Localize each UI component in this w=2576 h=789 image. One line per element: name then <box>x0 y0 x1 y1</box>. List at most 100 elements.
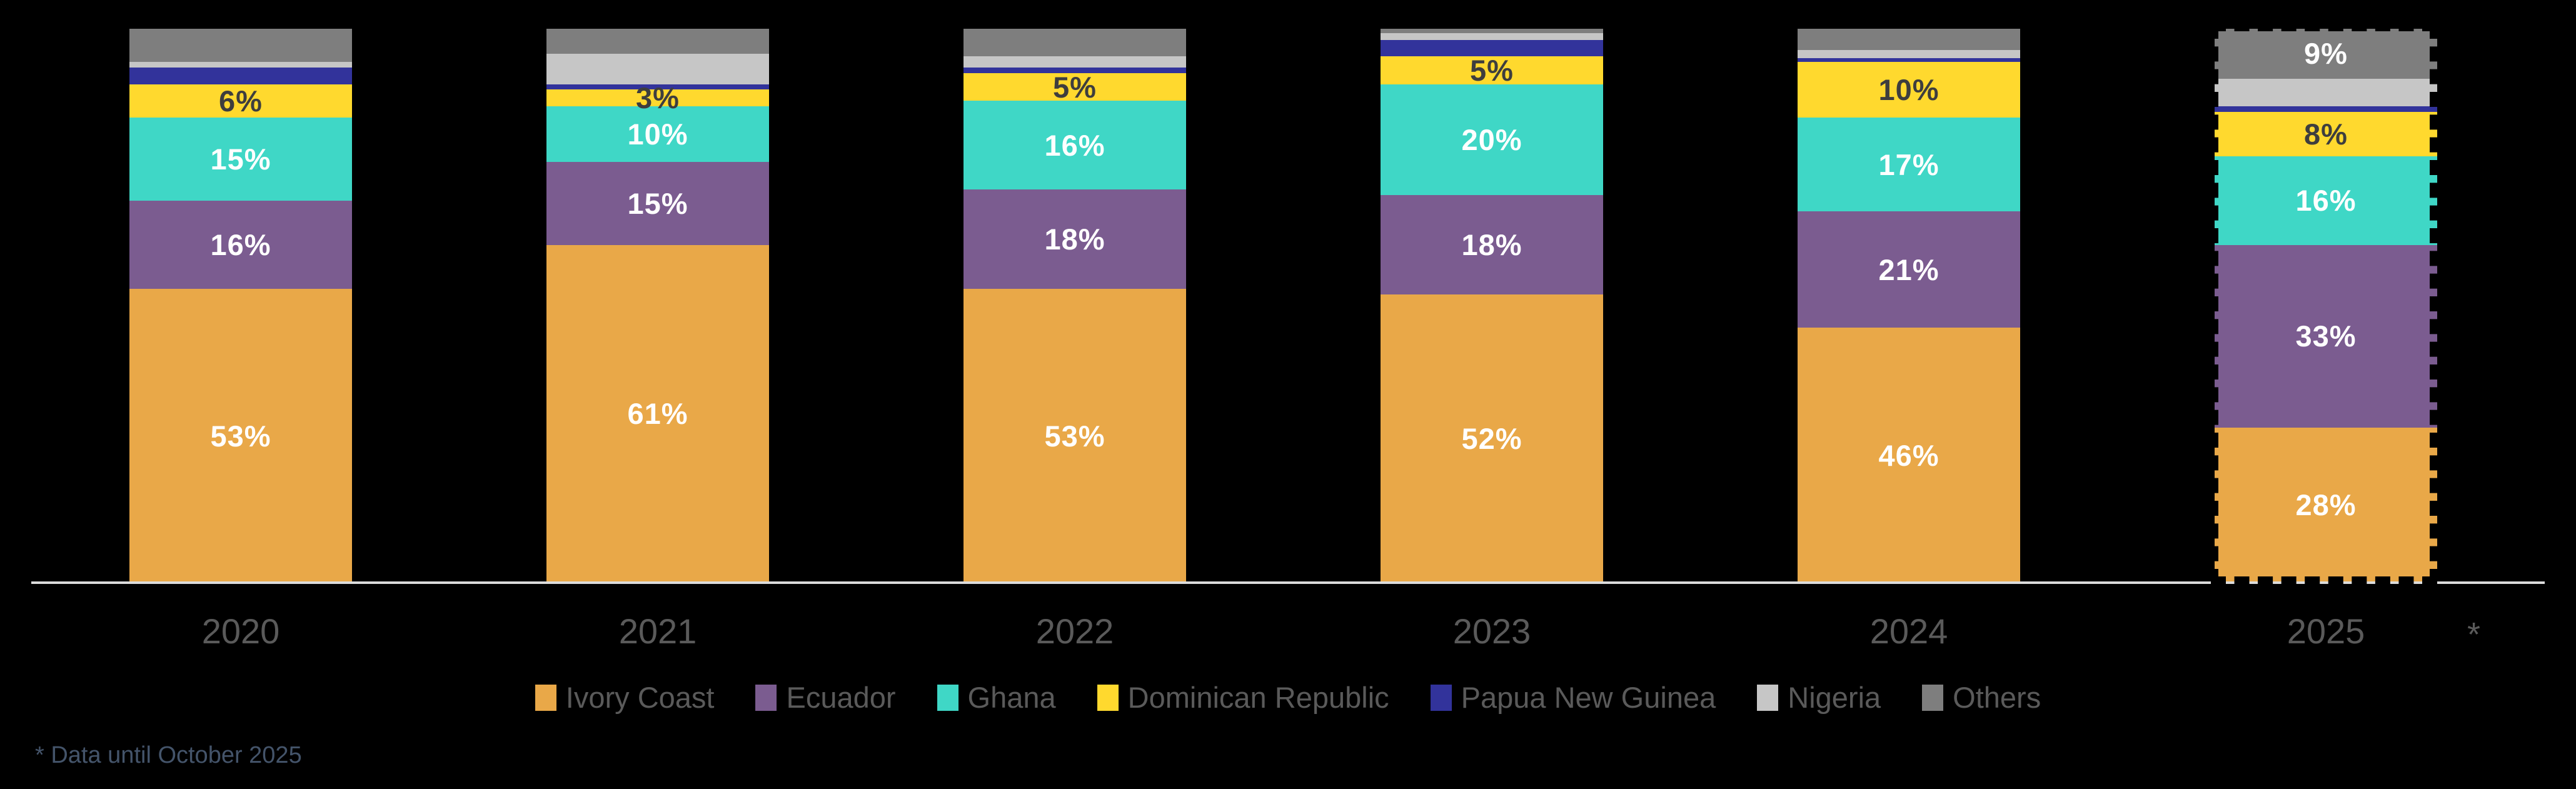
segment-papua-new-guinea <box>963 68 1186 73</box>
legend-swatch-ghana <box>937 684 958 711</box>
segment-nigeria <box>129 62 352 68</box>
highlight-box-2025 <box>2211 24 2437 584</box>
segment-value-label: 61% <box>627 397 688 431</box>
segment-ivory-coast: 53% <box>963 289 1186 583</box>
segment-value-label: 8% <box>2304 117 2348 151</box>
legend-item-dominican-republic: Dominican Republic <box>1097 683 1389 712</box>
segment-ivory-coast: 52% <box>1381 294 1603 583</box>
segment-ecuador: 18% <box>1381 194 1603 295</box>
segment-ghana: 16% <box>2215 156 2437 245</box>
legend-swatch-ecuador <box>755 684 777 711</box>
legend-label-nigeria: Nigeria <box>1788 681 1881 714</box>
segment-ghana: 10% <box>546 106 769 162</box>
x-axis-label-2023: 2023 <box>1452 611 1531 651</box>
legend-item-others: Others <box>1922 683 2041 712</box>
segment-nigeria <box>2215 78 2437 107</box>
segment-ecuador: 16% <box>129 200 352 289</box>
segment-value-label: 17% <box>1878 148 1940 181</box>
segment-papua-new-guinea <box>2215 106 2437 112</box>
legend-label-others: Others <box>1953 681 2041 714</box>
segment-ecuador: 15% <box>546 161 769 245</box>
segment-others: 9% <box>2215 29 2437 79</box>
segment-value-label: 18% <box>1461 228 1522 262</box>
segment-value-label: 18% <box>1044 223 1105 256</box>
segment-value-label: 53% <box>1044 419 1105 453</box>
legend-label-dominican-republic: Dominican Republic <box>1127 681 1389 714</box>
legend-item-ivory-coast: Ivory Coast <box>535 681 715 714</box>
segment-value-label: 33% <box>2295 319 2357 353</box>
segment-value-label: 6% <box>219 84 263 118</box>
segment-papua-new-guinea <box>1381 39 1603 57</box>
legend-label-ecuador: Ecuador <box>786 681 896 714</box>
segment-dominican-republic: 6% <box>129 84 352 118</box>
segment-value-label: 52% <box>1461 422 1522 456</box>
x-axis-line <box>31 581 2545 584</box>
bar-2025: 28% 33% 16% 8% 9% <box>2215 29 2437 583</box>
bar-2020: 53% 16% 15% 6% <box>129 29 352 583</box>
segment-dominican-republic: 5% <box>1381 53 1603 87</box>
segment-ecuador: 33% <box>2215 244 2437 428</box>
segment-value-label: 5% <box>1053 70 1097 104</box>
segment-others <box>1798 29 2020 50</box>
segment-value-label: 21% <box>1878 253 1940 286</box>
legend-swatch-dominican-republic <box>1097 684 1119 711</box>
segment-value-label: 53% <box>210 419 271 453</box>
segment-nigeria <box>546 53 769 84</box>
x-axis-label-2021: 2021 <box>618 611 697 651</box>
segment-value-label: 3% <box>636 81 680 115</box>
segment-nigeria <box>1381 33 1603 40</box>
segment-ghana: 17% <box>1798 117 2020 212</box>
segment-nigeria <box>1798 49 2020 59</box>
segment-value-label: 20% <box>1461 123 1522 156</box>
bar-2022: 53% 18% 16% 5% <box>963 29 1186 583</box>
segment-dominican-republic: 3% <box>546 83 769 113</box>
segment-value-label: 10% <box>1878 73 1940 106</box>
segment-value-label: 28% <box>2295 488 2357 522</box>
segment-value-label: 16% <box>1044 128 1105 162</box>
x-axis-label-2024: 2024 <box>1869 611 1948 651</box>
segment-others <box>129 29 352 63</box>
legend-item-ecuador: Ecuador <box>755 681 896 714</box>
segment-value-label: 15% <box>627 186 688 220</box>
legend-label-ghana: Ghana <box>967 681 1056 714</box>
segment-papua-new-guinea <box>129 68 352 84</box>
legend-swatch-papua-new-guinea <box>1430 684 1452 711</box>
segment-papua-new-guinea <box>546 84 769 90</box>
bar-2024: 46% 21% 17% 10% <box>1798 29 2020 583</box>
legend-item-ghana: Ghana <box>937 683 1056 712</box>
legend: Ivory Coast Ecuador Ghana Dominican Republi… <box>0 683 2576 712</box>
legend-swatch-ivory-coast <box>535 684 556 711</box>
legend-swatch-nigeria <box>1757 684 1779 711</box>
segment-ecuador: 21% <box>1798 211 2020 328</box>
x-axis-asterisk-note: * <box>2467 616 2481 653</box>
segment-value-label: 10% <box>627 117 688 151</box>
segment-ivory-coast: 61% <box>546 244 769 583</box>
segment-ecuador: 18% <box>963 189 1186 289</box>
segment-value-label: 46% <box>1878 438 1940 472</box>
segment-ivory-coast: 28% <box>2215 427 2437 583</box>
legend-swatch-others <box>1922 684 1944 711</box>
x-axis-label-2025: 2025 <box>2287 611 2365 651</box>
segment-value-label: 9% <box>2304 37 2348 71</box>
segment-papua-new-guinea <box>1798 58 2020 63</box>
segment-others <box>1381 29 1603 34</box>
segment-ghana: 20% <box>1381 84 1603 195</box>
segment-dominican-republic: 8% <box>2215 111 2437 156</box>
segment-value-label: 16% <box>2295 184 2357 218</box>
legend-label-ivory-coast: Ivory Coast <box>565 681 715 714</box>
bar-2023: 52% 18% 20% 5% <box>1381 29 1603 583</box>
legend-label-papua-new-guinea: Papua New Guinea <box>1461 681 1716 714</box>
segment-ghana: 15% <box>129 117 352 201</box>
segment-value-label: 15% <box>210 142 271 176</box>
x-axis-label-2020: 2020 <box>201 611 280 651</box>
segment-nigeria <box>963 56 1186 68</box>
segment-dominican-republic: 5% <box>963 70 1186 104</box>
segment-others <box>963 29 1186 57</box>
segment-value-label: 5% <box>1470 53 1514 87</box>
footnote: * Data until October 2025 <box>35 742 302 768</box>
bar-2021: 61% 15% 10% 3% <box>546 29 769 583</box>
segment-dominican-republic: 10% <box>1798 62 2020 118</box>
legend-item-nigeria: Nigeria <box>1757 683 1881 712</box>
